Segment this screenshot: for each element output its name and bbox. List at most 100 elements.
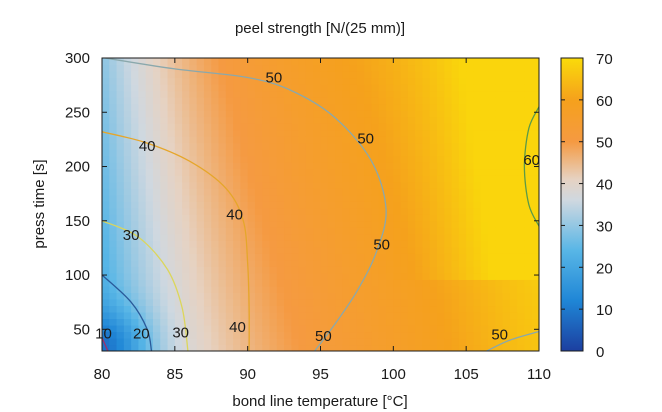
heatmap-cell bbox=[189, 279, 198, 287]
heatmap-cell bbox=[145, 136, 154, 144]
heatmap-cell bbox=[247, 246, 256, 254]
heatmap-cell bbox=[160, 227, 169, 235]
heatmap-cell bbox=[174, 285, 183, 293]
heatmap-cell bbox=[488, 77, 496, 85]
heatmap-cell bbox=[451, 285, 460, 293]
heatmap-cell bbox=[378, 318, 387, 326]
heatmap-cell bbox=[444, 214, 453, 222]
heatmap-cell bbox=[451, 123, 460, 131]
heatmap-cell bbox=[305, 77, 314, 85]
heatmap-cell bbox=[167, 331, 176, 339]
heatmap-cell bbox=[123, 64, 132, 72]
heatmap-cell bbox=[145, 103, 154, 111]
heatmap-cell bbox=[517, 318, 526, 326]
heatmap-cell bbox=[407, 188, 416, 196]
heatmap-cell bbox=[327, 116, 336, 124]
heatmap-cell bbox=[254, 344, 263, 351]
heatmap-cell bbox=[138, 311, 147, 320]
heatmap-cell bbox=[276, 155, 285, 163]
x-axis-label: bond line temperature [°C] bbox=[232, 393, 407, 410]
heatmap-cell bbox=[305, 162, 314, 170]
heatmap-cell bbox=[131, 214, 140, 222]
heatmap-cell bbox=[305, 298, 314, 307]
heatmap-cell bbox=[102, 201, 110, 209]
heatmap-cell bbox=[458, 90, 467, 98]
heatmap-cell bbox=[247, 292, 256, 300]
heatmap-cell bbox=[225, 246, 234, 254]
heatmap-cell bbox=[437, 292, 445, 300]
heatmap-cell bbox=[502, 227, 511, 235]
heatmap-cell bbox=[102, 149, 110, 157]
heatmap-cell bbox=[196, 175, 205, 183]
heatmap-cell bbox=[393, 71, 402, 79]
heatmap-cell bbox=[488, 285, 496, 293]
heatmap-cell bbox=[160, 175, 169, 183]
heatmap-cell bbox=[378, 168, 387, 176]
heatmap-cell bbox=[517, 344, 526, 351]
heatmap-cell bbox=[400, 331, 409, 339]
heatmap-cell bbox=[393, 97, 402, 105]
heatmap-cell bbox=[116, 246, 125, 254]
heatmap-cell bbox=[203, 266, 212, 274]
heatmap-cell bbox=[247, 77, 256, 85]
heatmap-cell bbox=[524, 103, 533, 111]
heatmap-cell bbox=[276, 103, 285, 111]
heatmap-cell bbox=[342, 77, 351, 85]
heatmap-cell bbox=[218, 279, 227, 287]
heatmap-cell bbox=[233, 155, 241, 163]
heatmap-cell bbox=[473, 168, 482, 176]
heatmap-cell bbox=[160, 103, 169, 111]
heatmap-cell bbox=[269, 103, 278, 111]
heatmap-cell bbox=[349, 181, 358, 189]
heatmap-cell bbox=[174, 142, 183, 150]
heatmap-cell bbox=[218, 129, 227, 137]
heatmap-cell bbox=[233, 272, 241, 280]
heatmap-cell bbox=[174, 305, 183, 313]
heatmap-cell bbox=[407, 253, 416, 261]
heatmap-cell bbox=[262, 90, 271, 98]
heatmap-cell bbox=[225, 220, 234, 228]
heatmap-cell bbox=[240, 279, 249, 287]
heatmap-cell bbox=[225, 116, 234, 124]
colorbar-tick-label: 40 bbox=[596, 177, 613, 194]
heatmap-cell bbox=[509, 240, 518, 248]
heatmap-cell bbox=[138, 331, 147, 339]
heatmap-cell bbox=[305, 240, 314, 248]
heatmap-cell bbox=[356, 90, 365, 98]
heatmap-cell bbox=[502, 259, 511, 267]
heatmap-cell bbox=[458, 84, 467, 92]
heatmap-cell bbox=[429, 214, 438, 222]
heatmap-cell bbox=[495, 324, 504, 333]
heatmap-cell bbox=[102, 123, 110, 131]
heatmap-cell bbox=[335, 136, 343, 144]
heatmap-cell bbox=[364, 110, 373, 118]
heatmap-cell bbox=[342, 259, 351, 267]
heatmap-cell bbox=[247, 253, 256, 261]
heatmap-cell bbox=[356, 116, 365, 124]
contour-label: 50 bbox=[315, 328, 332, 345]
heatmap-cell bbox=[371, 220, 380, 228]
heatmap-cell bbox=[262, 253, 271, 261]
heatmap-cell bbox=[400, 162, 409, 170]
heatmap-cell bbox=[502, 331, 511, 339]
heatmap-cell bbox=[444, 110, 453, 118]
heatmap-cell bbox=[342, 318, 351, 326]
heatmap-cell bbox=[291, 129, 300, 137]
heatmap-cell bbox=[349, 266, 358, 274]
heatmap-cell bbox=[298, 149, 307, 157]
heatmap-cell bbox=[386, 181, 394, 189]
heatmap-cell bbox=[276, 298, 285, 307]
heatmap-cell bbox=[116, 207, 125, 215]
heatmap-cell bbox=[298, 175, 307, 183]
heatmap-cell bbox=[262, 64, 271, 72]
heatmap-cell bbox=[415, 77, 424, 85]
heatmap-cell bbox=[218, 233, 227, 241]
heatmap-cell bbox=[160, 344, 169, 351]
heatmap-cell bbox=[269, 324, 278, 333]
heatmap-cell bbox=[225, 77, 234, 85]
heatmap-cell bbox=[254, 337, 263, 346]
heatmap-cell bbox=[225, 233, 234, 241]
heatmap-cell bbox=[218, 110, 227, 118]
heatmap-cell bbox=[298, 292, 307, 300]
heatmap-cell bbox=[502, 305, 511, 313]
